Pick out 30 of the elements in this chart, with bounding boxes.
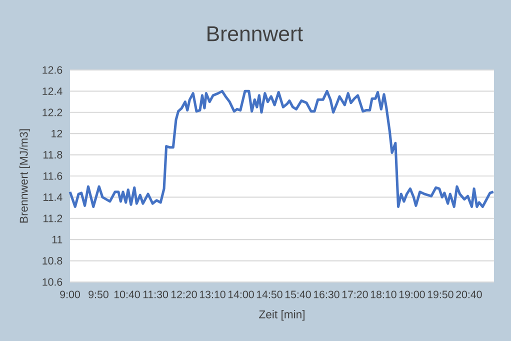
x-tick-label: 18:10 (370, 290, 396, 298)
x-tick-label: 11:30 (143, 290, 168, 298)
x-tick-label: 15:40 (285, 290, 311, 298)
y-tick-label: 12.4 (42, 87, 62, 95)
x-tick-label: 17:20 (342, 290, 368, 298)
x-tick-label: 9:00 (60, 290, 80, 298)
x-tick-label: 16:30 (314, 290, 340, 298)
y-tick-label: 11 (52, 236, 62, 244)
x-tick-label: 19:00 (399, 290, 425, 298)
line-series (68, 90, 495, 208)
y-tick-label: 11.2 (43, 214, 62, 222)
y-tick-label: 10.6 (42, 278, 62, 286)
x-axis-title: Zeit [min] (259, 310, 304, 321)
x-tick-label: 12:20 (171, 290, 197, 298)
y-tick-label: 11.8 (43, 151, 62, 159)
x-tick-label: 13:10 (200, 290, 226, 298)
y-tick-label: 12.6 (42, 66, 62, 74)
x-tick-label: 14:00 (228, 290, 254, 298)
x-tick-label: 14:50 (256, 290, 282, 298)
x-tick-label: 9:50 (88, 290, 108, 298)
x-tick-label: 10:40 (114, 290, 140, 298)
y-tick-label: 12 (52, 130, 62, 138)
chart-title: Brennwert (208, 26, 303, 42)
x-tick-label: 20:40 (456, 290, 482, 298)
y-tick-label: 12.2 (42, 108, 62, 116)
y-axis-title: Brennwert [MJ/m3] (19, 129, 30, 223)
y-tick-label: 11.4 (43, 194, 62, 201)
x-tick-label: 19:50 (428, 290, 454, 298)
y-tick-label: 10.8 (42, 257, 62, 265)
y-tick-label: 11.6 (43, 172, 62, 180)
